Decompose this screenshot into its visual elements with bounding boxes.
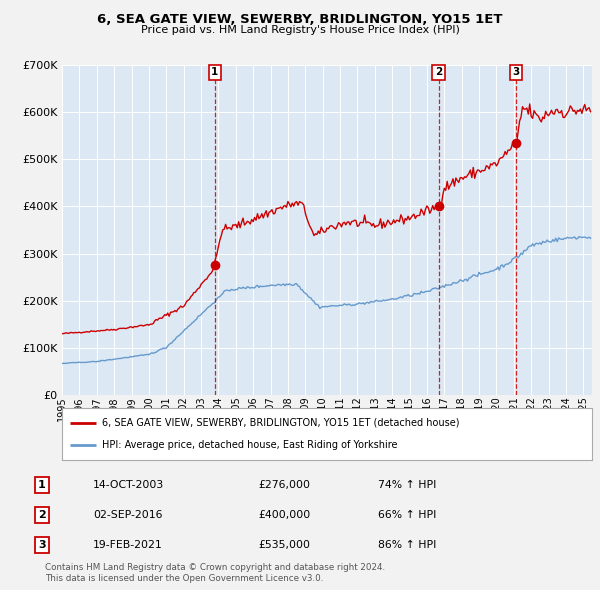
Text: 6, SEA GATE VIEW, SEWERBY, BRIDLINGTON, YO15 1ET (detached house): 6, SEA GATE VIEW, SEWERBY, BRIDLINGTON, … [102, 418, 459, 428]
Text: £400,000: £400,000 [258, 510, 310, 520]
Text: 74% ↑ HPI: 74% ↑ HPI [378, 480, 436, 490]
Text: 2: 2 [38, 510, 46, 520]
Text: 6, SEA GATE VIEW, SEWERBY, BRIDLINGTON, YO15 1ET: 6, SEA GATE VIEW, SEWERBY, BRIDLINGTON, … [97, 13, 503, 26]
Text: 3: 3 [512, 67, 520, 77]
Text: 86% ↑ HPI: 86% ↑ HPI [378, 540, 436, 550]
Text: £276,000: £276,000 [258, 480, 310, 490]
Text: HPI: Average price, detached house, East Riding of Yorkshire: HPI: Average price, detached house, East… [102, 441, 397, 450]
Text: 2: 2 [435, 67, 442, 77]
Text: This data is licensed under the Open Government Licence v3.0.: This data is licensed under the Open Gov… [45, 574, 323, 583]
Text: 1: 1 [211, 67, 218, 77]
Text: £535,000: £535,000 [258, 540, 310, 550]
Text: 14-OCT-2003: 14-OCT-2003 [93, 480, 164, 490]
Text: 66% ↑ HPI: 66% ↑ HPI [378, 510, 436, 520]
Text: Price paid vs. HM Land Registry's House Price Index (HPI): Price paid vs. HM Land Registry's House … [140, 25, 460, 35]
Text: 19-FEB-2021: 19-FEB-2021 [93, 540, 163, 550]
Text: Contains HM Land Registry data © Crown copyright and database right 2024.: Contains HM Land Registry data © Crown c… [45, 563, 385, 572]
Text: 02-SEP-2016: 02-SEP-2016 [93, 510, 163, 520]
Text: 3: 3 [38, 540, 46, 550]
Text: 1: 1 [38, 480, 46, 490]
